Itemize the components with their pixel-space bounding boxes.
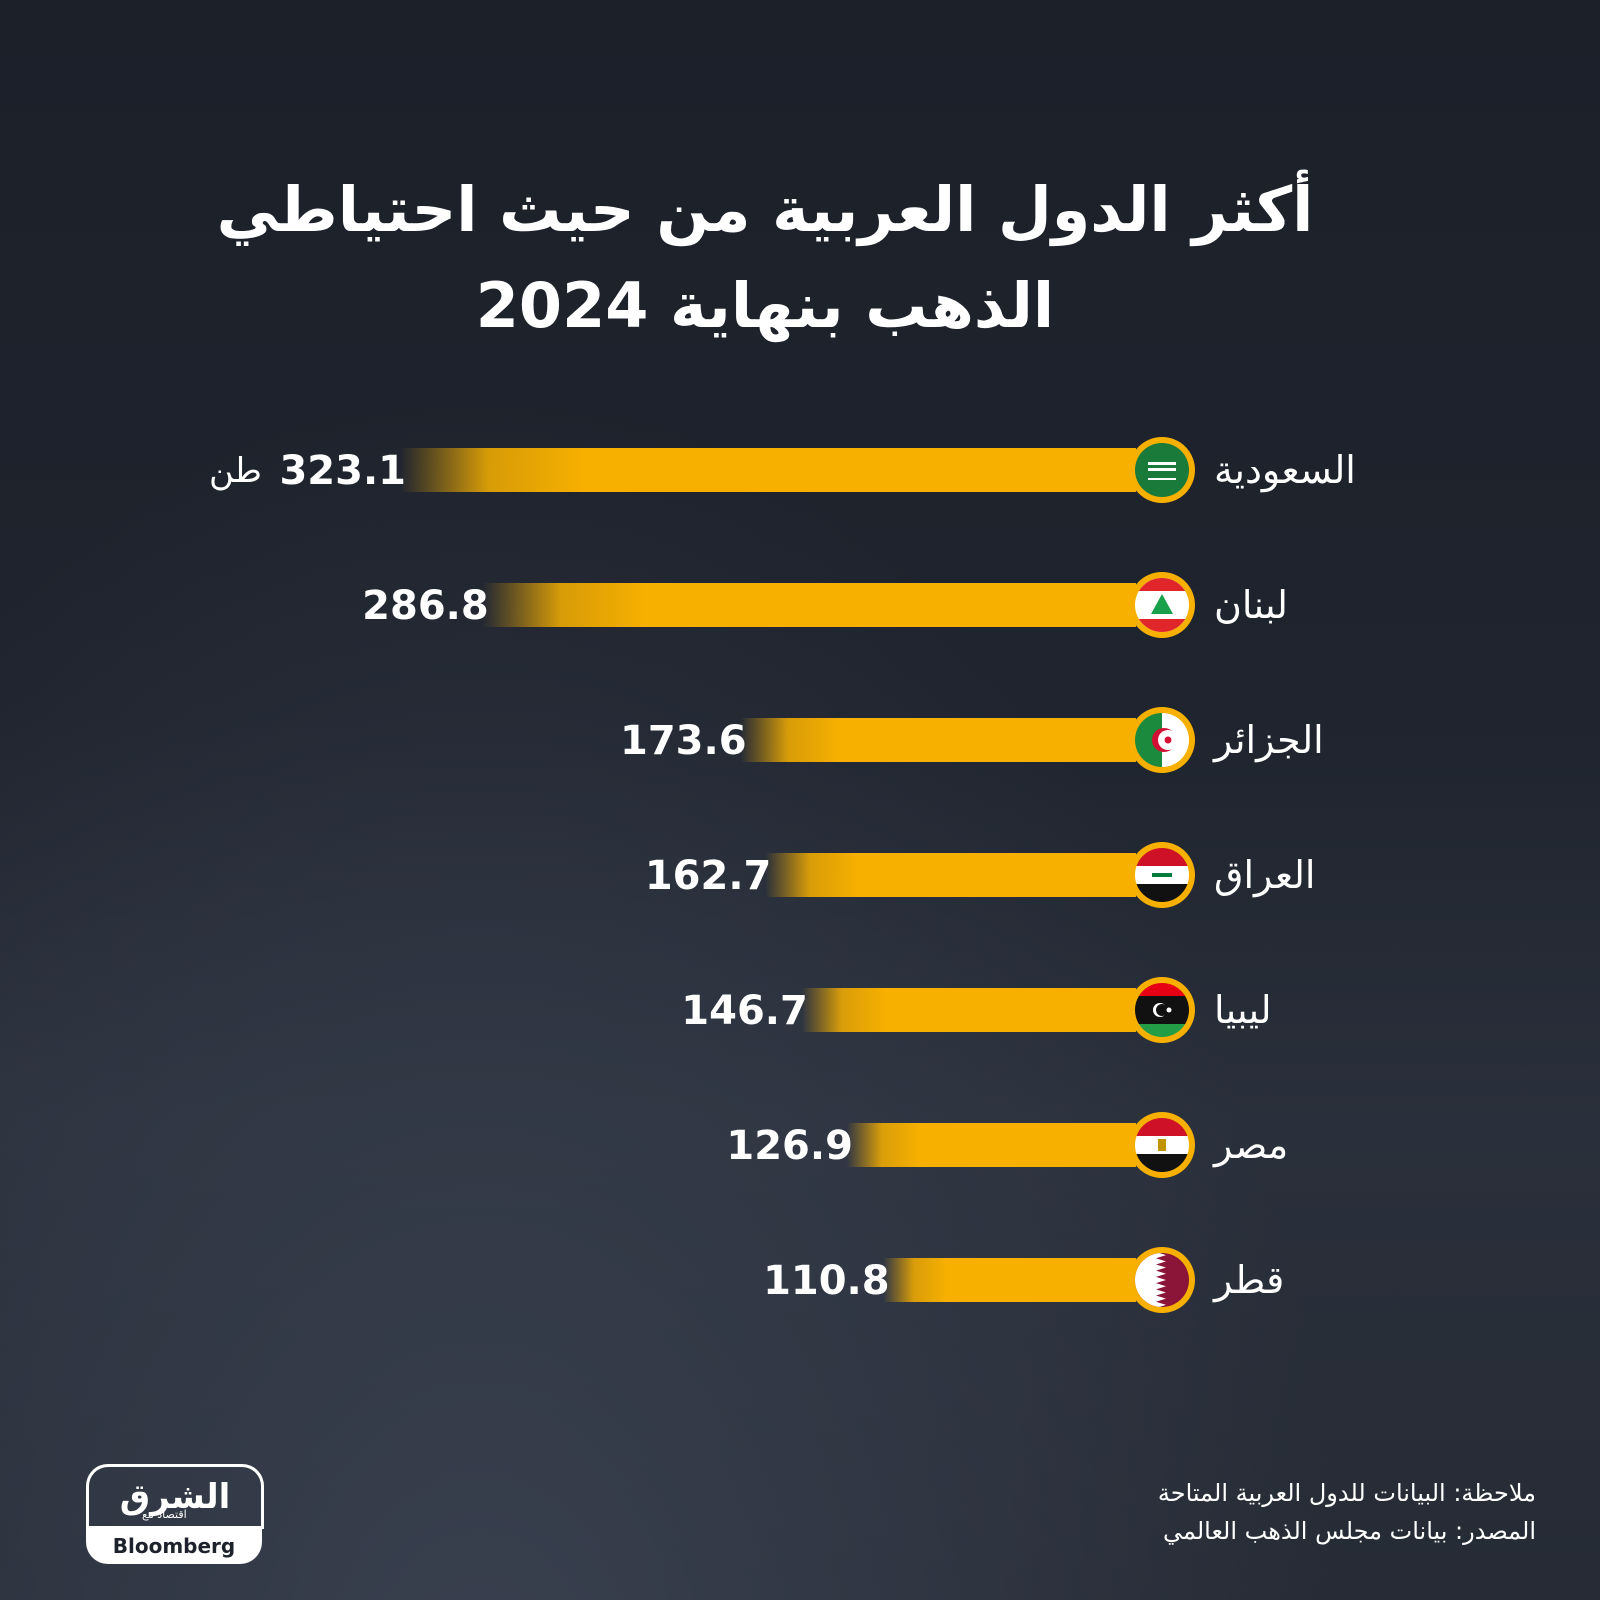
bar bbox=[883, 1258, 1136, 1302]
country-label: مصر bbox=[1212, 1123, 1288, 1168]
country-label: ليبيا bbox=[1214, 988, 1272, 1032]
value-label: 323.1 bbox=[279, 448, 406, 494]
country-label: الجزائر bbox=[1212, 718, 1324, 763]
footnotes: ملاحظة: البيانات للدول العربية المتاحة ا… bbox=[936, 1474, 1536, 1550]
bar bbox=[740, 718, 1136, 762]
egypt-flag-icon bbox=[1129, 1112, 1195, 1178]
title-line-1: أكثر الدول العربية من حيث احتياطي bbox=[216, 173, 1314, 246]
logo-arabic: الشرق bbox=[86, 1464, 264, 1529]
bar bbox=[765, 853, 1136, 897]
brand-logo: الشرق اقتصاد مع Bloomberg bbox=[86, 1464, 264, 1564]
lebanon-flag-icon bbox=[1129, 572, 1195, 638]
country-label: السعودية bbox=[1214, 448, 1356, 493]
bar-row: 146.7 ليبيا bbox=[681, 977, 1272, 1043]
bar bbox=[482, 583, 1136, 627]
bar-row: 110.8 قطر bbox=[763, 1247, 1284, 1313]
value-label: 162.7 bbox=[645, 853, 772, 899]
value-label: 126.9 bbox=[726, 1123, 853, 1169]
bar-row: 162.7 العراق bbox=[645, 842, 1315, 908]
country-label: قطر bbox=[1212, 1258, 1284, 1303]
source-text: المصدر: بيانات مجلس الذهب العالمي bbox=[1162, 1517, 1536, 1545]
iraq-flag-icon bbox=[1129, 842, 1195, 908]
unit-label: طن bbox=[209, 451, 262, 491]
chart-title: أكثر الدول العربية من حيث احتياطي الذهب … bbox=[200, 162, 1330, 354]
value-label: 173.6 bbox=[620, 718, 747, 764]
value-label: 146.7 bbox=[681, 988, 808, 1034]
country-label: لبنان bbox=[1214, 583, 1288, 627]
bar-row: 173.6 الجزائر bbox=[620, 707, 1324, 773]
libya-flag-icon bbox=[1129, 977, 1195, 1043]
value-label: 286.8 bbox=[362, 583, 489, 629]
bar-row: 323.1 طن السعودية bbox=[209, 437, 1356, 503]
bars-layer: 323.1 طن السعودية 286.8 لبنان 173.6 الجزائر 162… bbox=[209, 437, 1356, 1313]
bar-row: 286.8 لبنان bbox=[362, 572, 1288, 638]
qatar-flag-icon bbox=[1129, 1247, 1195, 1313]
bar bbox=[846, 1123, 1136, 1167]
bar-row: 126.9 مصر bbox=[726, 1112, 1288, 1178]
logo-subtitle: اقتصاد مع bbox=[142, 1508, 187, 1521]
algeria-flag-icon bbox=[1129, 707, 1195, 773]
title-line-2: الذهب بنهاية 2024 bbox=[475, 269, 1055, 342]
note-text: ملاحظة: البيانات للدول العربية المتاحة bbox=[1157, 1479, 1536, 1507]
value-label: 110.8 bbox=[763, 1258, 890, 1304]
saudi-flag-icon bbox=[1129, 437, 1195, 503]
bar bbox=[801, 988, 1136, 1032]
country-label: العراق bbox=[1214, 853, 1315, 898]
bar bbox=[400, 448, 1136, 492]
logo-bloomberg: Bloomberg bbox=[86, 1526, 262, 1564]
